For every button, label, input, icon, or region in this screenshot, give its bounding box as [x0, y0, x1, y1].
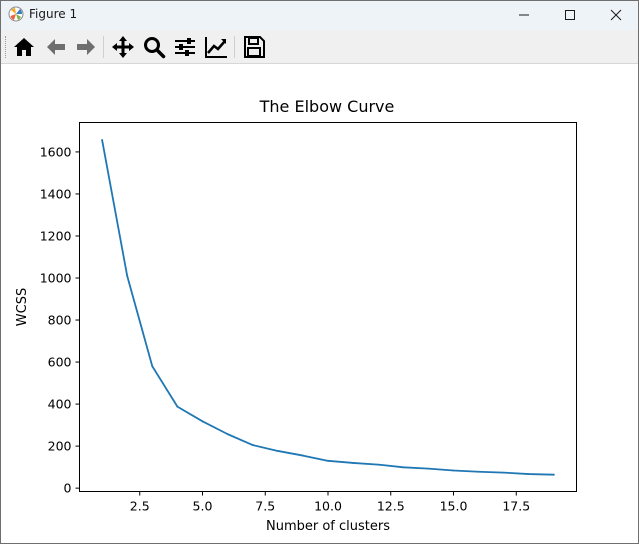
data-point [477, 470, 480, 473]
data-point [201, 420, 204, 423]
sliders-icon [175, 38, 195, 56]
home-button[interactable] [11, 34, 37, 60]
x-tick-label: 7.5 [255, 499, 275, 514]
minimize-button[interactable] [501, 1, 547, 30]
navigation-toolbar [1, 30, 638, 64]
edit-axis-button[interactable] [203, 34, 229, 60]
x-tick-label: 15.0 [440, 499, 468, 514]
figure-canvas[interactable]: The Elbow Curve 0 200 400 600 800 1000 1200 140… [1, 64, 638, 543]
move-icon [112, 36, 134, 58]
data-point [226, 433, 229, 436]
y-tick-label: 800 [48, 313, 72, 328]
x-tick-label: 10.0 [314, 499, 342, 514]
data-point [301, 454, 304, 457]
line-chart-icon [205, 37, 227, 58]
data-point [151, 365, 154, 368]
y-axis-label: WCSS [15, 288, 30, 326]
matplotlib-logo-icon [8, 6, 24, 22]
toolbar-separator [234, 36, 235, 58]
data-point [452, 469, 455, 472]
data-point [176, 405, 179, 408]
maximize-icon [565, 10, 575, 20]
pan-button[interactable] [110, 34, 136, 60]
title-bar[interactable]: Figure 1 [1, 1, 638, 30]
data-point [502, 471, 505, 474]
data-point [126, 274, 129, 277]
y-tick-label: 600 [48, 355, 72, 370]
data-point [427, 467, 430, 470]
minimize-icon [519, 14, 529, 16]
y-tick-label: 200 [48, 439, 72, 454]
elbow-line-chart: The Elbow Curve 0 200 400 600 800 1000 1200 140… [15, 97, 577, 534]
arrow-right-icon [77, 39, 95, 55]
y-tick-label: 0 [64, 481, 72, 496]
x-axis-ticks: 2.5 5.0 7.5 10.0 12.5 15.0 17.5 [130, 491, 530, 514]
data-point [352, 462, 355, 464]
y-tick-label: 1200 [40, 228, 72, 243]
y-axis-ticks: 0 200 400 600 800 1000 1200 1400 1600 [40, 144, 80, 496]
y-tick-label: 1600 [40, 144, 72, 159]
zoom-button[interactable] [141, 34, 167, 60]
data-point [276, 450, 279, 452]
x-axis-label: Number of clusters [266, 519, 390, 534]
y-tick-label: 400 [48, 397, 72, 412]
window-title: Figure 1 [29, 7, 78, 21]
floppy-disk-icon [244, 36, 265, 58]
wcss-series-line [101, 139, 554, 476]
search-icon [144, 37, 166, 59]
home-icon [14, 38, 34, 56]
chart-title: The Elbow Curve [259, 97, 395, 116]
x-tick-label: 2.5 [130, 499, 150, 514]
maximize-button[interactable] [547, 1, 593, 30]
y-tick-label: 1400 [40, 186, 72, 201]
data-point [527, 473, 530, 475]
data-point [251, 444, 254, 446]
toolbar-separator [103, 36, 104, 58]
data-point [327, 459, 329, 462]
back-button[interactable] [43, 34, 69, 60]
close-button[interactable] [593, 1, 638, 30]
axes-frame [79, 122, 577, 492]
save-button[interactable] [241, 34, 267, 60]
data-point [553, 473, 555, 476]
arrow-left-icon [47, 39, 65, 55]
x-tick-label: 12.5 [377, 499, 405, 514]
data-point [377, 463, 380, 466]
data-point [101, 139, 103, 141]
data-point [402, 466, 405, 469]
y-tick-label: 1000 [40, 271, 72, 286]
x-tick-label: 5.0 [193, 499, 213, 514]
toolbar-grip[interactable] [5, 36, 8, 58]
x-tick-label: 17.5 [502, 499, 530, 514]
close-icon [610, 9, 622, 21]
configure-subplots-button[interactable] [172, 34, 198, 60]
series-layer [101, 139, 555, 476]
forward-button[interactable] [73, 34, 99, 60]
